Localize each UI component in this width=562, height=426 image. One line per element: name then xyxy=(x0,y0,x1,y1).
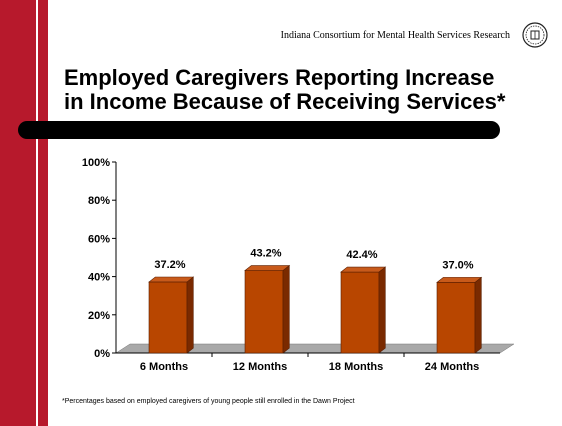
x-tick-label: 18 Months xyxy=(329,361,383,373)
bar-top xyxy=(436,277,483,283)
y-tick-label: 60% xyxy=(88,233,110,245)
bar-value-label: 42.4% xyxy=(346,249,377,261)
university-seal-icon xyxy=(522,22,548,48)
bar-value-label: 37.2% xyxy=(154,259,185,271)
title-divider-bar xyxy=(18,121,500,139)
bar-value-label: 37.0% xyxy=(442,259,473,271)
bar-value-label: 43.2% xyxy=(250,247,281,259)
bar xyxy=(244,270,284,354)
bar-side xyxy=(474,276,482,354)
y-tick-label: 80% xyxy=(88,195,110,207)
y-tick-label: 40% xyxy=(88,272,110,284)
bar xyxy=(436,282,476,354)
slide-title-line-1: Employed Caregivers Reporting Increase xyxy=(64,65,495,90)
y-tick-label: 20% xyxy=(88,310,110,322)
left-accent-band xyxy=(0,0,36,426)
bar-side xyxy=(378,266,386,354)
bar-side xyxy=(282,264,290,354)
footnote: *Percentages based on employed caregiver… xyxy=(62,398,355,405)
y-tick-label: 0% xyxy=(94,348,110,360)
org-header: Indiana Consortium for Mental Health Ser… xyxy=(280,30,510,41)
y-tick-label: 100% xyxy=(82,157,110,169)
x-tick-label: 6 Months xyxy=(140,361,188,373)
left-accent-line xyxy=(38,0,48,426)
bar-top xyxy=(244,265,291,271)
slide-title: Employed Caregivers Reporting Increase i… xyxy=(64,66,554,114)
bar xyxy=(148,281,188,354)
x-tick-label: 24 Months xyxy=(425,361,479,373)
bar-top xyxy=(340,266,387,273)
slide-title-line-2: in Income Because of Receiving Services* xyxy=(64,89,506,114)
bar xyxy=(340,271,380,354)
bar-top xyxy=(148,276,195,283)
x-tick-label: 12 Months xyxy=(233,361,287,373)
bar-side xyxy=(186,276,194,354)
